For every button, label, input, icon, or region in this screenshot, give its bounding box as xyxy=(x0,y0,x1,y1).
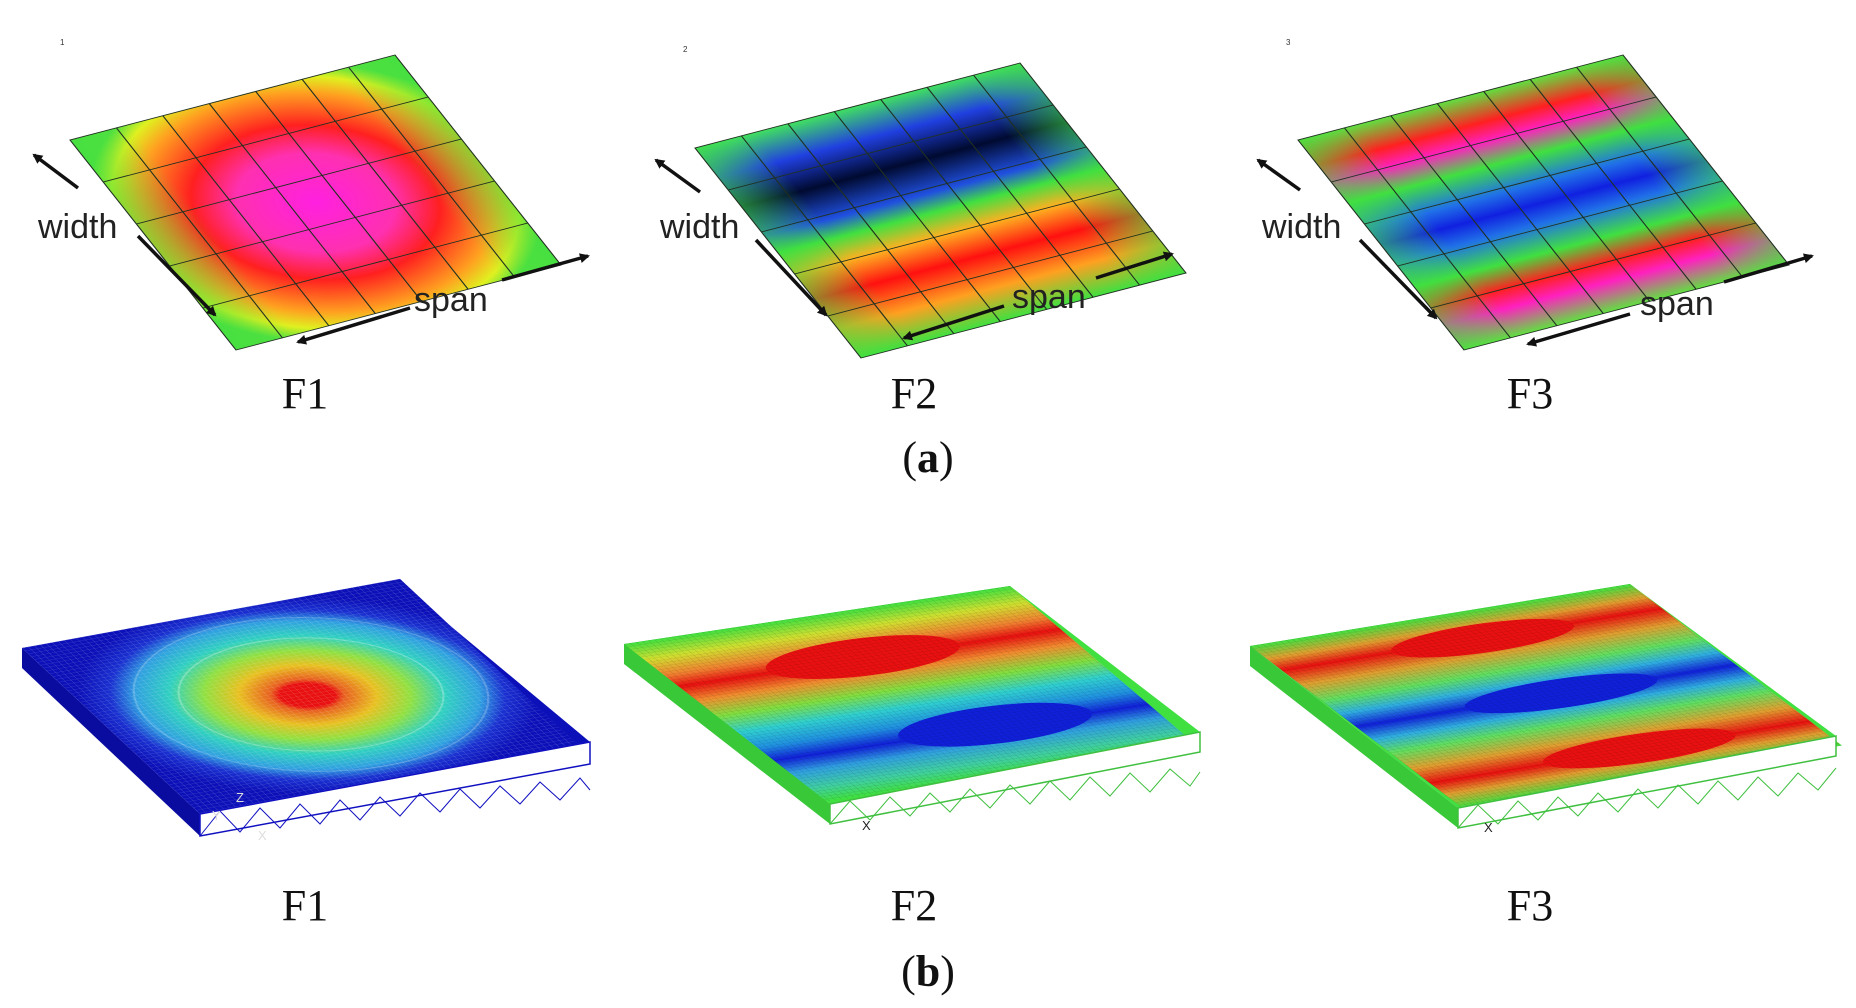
caption-a-f3: F3 xyxy=(1506,369,1554,418)
row-a-plate-f1 xyxy=(69,54,562,351)
span-label: span xyxy=(414,281,488,319)
width-label: width xyxy=(660,208,740,246)
span-label: span xyxy=(1012,278,1086,316)
row-b-plate-f2 xyxy=(624,585,1201,825)
caption-b-f2: F2 xyxy=(890,881,938,930)
width-label: width xyxy=(38,208,118,246)
axis-x-label: X xyxy=(258,828,267,843)
row-a-plate-f3 xyxy=(1297,54,1790,351)
caption-b-f3: F3 xyxy=(1506,881,1554,930)
row-a-figures xyxy=(32,54,1814,359)
caption-a-f1: F1 xyxy=(281,369,329,418)
caption-b-f1: F1 xyxy=(281,881,329,930)
panel-index-mark: 2 xyxy=(683,45,688,54)
row-a-arrows-f1 xyxy=(32,153,590,345)
panel-index-mark: 1 xyxy=(60,38,65,47)
row-a-plate-f2 xyxy=(694,62,1187,359)
row-b-plate-f3 xyxy=(1250,583,1842,829)
span-label: span xyxy=(1640,285,1714,323)
axis-x-label: X xyxy=(1484,820,1493,835)
axis-y-label: Y xyxy=(212,808,221,823)
axis-z-label: Z xyxy=(236,790,244,805)
row-a-arrows-f2 xyxy=(654,158,1174,341)
part-label-b: (b) xyxy=(901,947,955,996)
row-a-arrows-f3 xyxy=(1256,158,1814,347)
row-b-plate-f1 xyxy=(22,578,591,837)
axis-x-label: X xyxy=(862,818,871,833)
width-label: width xyxy=(1262,208,1342,246)
panel-index-mark: 3 xyxy=(1286,38,1291,47)
part-label-a: (a) xyxy=(902,433,954,482)
row-b-figures xyxy=(22,578,1842,837)
caption-a-f2: F2 xyxy=(890,369,938,418)
